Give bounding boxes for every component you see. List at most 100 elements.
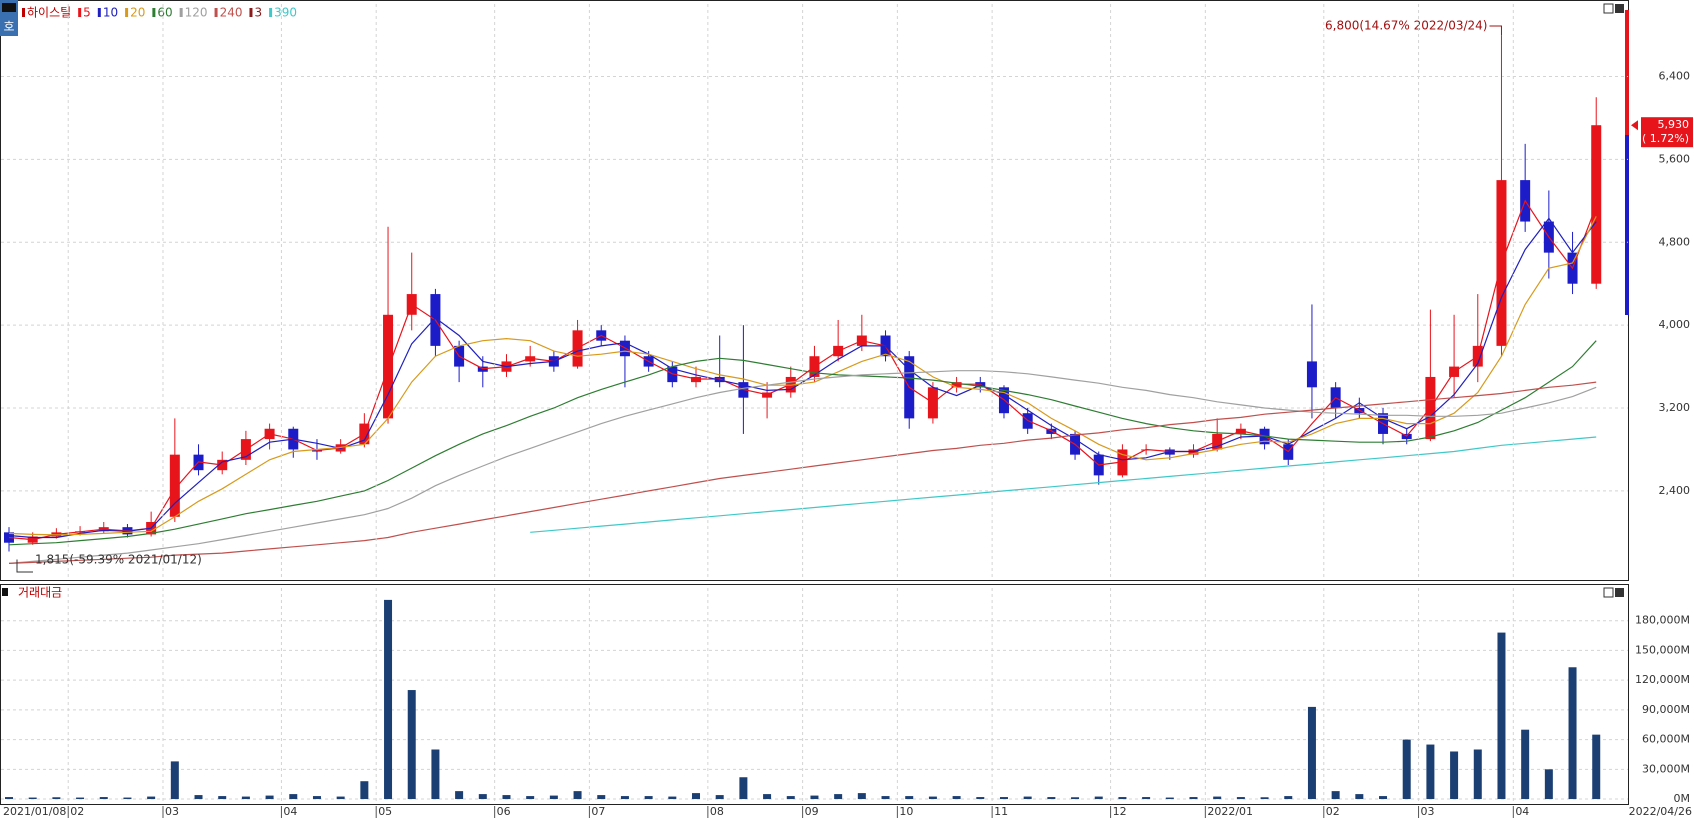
volume-bar xyxy=(289,794,298,800)
volume-bar xyxy=(52,797,61,800)
volume-bar xyxy=(431,749,440,800)
last-change: ( 1.72%) xyxy=(1642,132,1689,145)
legend-swatch xyxy=(152,8,156,17)
x-tick-label: 02 xyxy=(1326,805,1340,818)
x-tick-label: 02 xyxy=(70,805,84,818)
ma-line xyxy=(8,199,1597,541)
panel-button[interactable] xyxy=(1603,3,1614,14)
y-tick-label: 5,600 xyxy=(1659,152,1691,165)
volume-bar xyxy=(1355,794,1364,800)
legend-label: 10 xyxy=(103,6,118,20)
volume-bar xyxy=(786,796,795,800)
volume-bar xyxy=(1189,797,1198,800)
volume-bar xyxy=(620,796,629,800)
volume-bar xyxy=(739,777,748,800)
y-tick-label: 90,000M xyxy=(1642,703,1690,716)
legend-label: 5 xyxy=(83,6,91,20)
x-end-label: 2022/04/26 xyxy=(1629,805,1692,818)
x-tick-label: 11 xyxy=(994,805,1008,818)
volume-bar xyxy=(692,793,701,800)
legend-swatch xyxy=(78,8,82,17)
volume-bar xyxy=(265,795,274,800)
candle-body xyxy=(169,454,180,517)
range-indicator xyxy=(1625,10,1629,135)
y-tick-label: 180,000M xyxy=(1635,614,1690,627)
volume-bar xyxy=(1307,706,1316,800)
volume-bar xyxy=(1450,751,1459,800)
volume-bar xyxy=(834,794,843,800)
y-tick-label: 120,000M xyxy=(1635,673,1690,686)
volume-bar xyxy=(455,791,464,800)
max-annotation: 6,800(14.67% 2022/03/24) xyxy=(1325,19,1487,33)
legend-swatch xyxy=(179,8,183,17)
x-tick-label: 12 xyxy=(1113,805,1127,818)
ma-line xyxy=(8,370,1597,564)
panel-button[interactable] xyxy=(1615,4,1624,13)
x-tick-label: 06 xyxy=(497,805,511,818)
volume-bar xyxy=(1426,744,1435,800)
y-tick-label: 0M xyxy=(1674,792,1691,805)
min-annotation: 1,815(-59.39% 2021/01/12) xyxy=(35,553,202,567)
icon xyxy=(2,3,16,12)
volume-bar xyxy=(312,796,321,800)
volume-bar xyxy=(1568,667,1577,800)
volume-bar xyxy=(1284,796,1293,800)
legend-swatch xyxy=(214,8,218,17)
x-tick-label: 04 xyxy=(1515,805,1529,818)
volume-bar xyxy=(597,795,606,800)
volume-bar xyxy=(1023,796,1032,800)
volume-bar xyxy=(384,599,393,800)
volume-bar xyxy=(644,796,653,800)
x-tick-label: 08 xyxy=(710,805,724,818)
volume-bar xyxy=(1071,797,1080,800)
volume-bar xyxy=(1213,796,1222,800)
volume-bar xyxy=(99,797,108,800)
volume-bar xyxy=(952,796,961,800)
y-tick-label: 150,000M xyxy=(1635,643,1690,656)
x-tick-label: 04 xyxy=(283,805,297,818)
price-panel xyxy=(0,0,1629,581)
volume-bar xyxy=(218,796,227,800)
ma-line xyxy=(530,436,1597,533)
volume-bar xyxy=(76,797,85,800)
volume-bar xyxy=(881,796,890,800)
volume-bar xyxy=(1402,739,1411,800)
volume-bar xyxy=(360,781,369,800)
x-tick-label: 10 xyxy=(899,805,913,818)
volume-bar xyxy=(502,795,511,800)
legend-label: 390 xyxy=(274,6,297,20)
x-tick-label: 03 xyxy=(1421,805,1435,818)
candle-body xyxy=(383,314,394,419)
badge: 호 xyxy=(3,20,14,34)
icon xyxy=(2,588,8,596)
volume-bar xyxy=(336,796,345,800)
volume-bar xyxy=(1142,797,1151,800)
panel-button[interactable] xyxy=(1615,588,1624,597)
panel-button[interactable] xyxy=(1603,587,1614,598)
candle-body xyxy=(1306,361,1317,388)
legend-swatch xyxy=(125,8,129,17)
volume-bar xyxy=(573,791,582,800)
volume-bar xyxy=(668,796,677,800)
y-tick-label: 4,800 xyxy=(1659,235,1691,248)
y-tick-label: 6,400 xyxy=(1659,70,1691,83)
annotation-line xyxy=(1489,25,1502,36)
volume-bar xyxy=(1521,729,1530,800)
volume-bar xyxy=(928,796,937,800)
volume-bar xyxy=(1094,796,1103,800)
annotation-line xyxy=(16,559,33,573)
volume-bar xyxy=(147,796,156,800)
last-price: 5,930 xyxy=(1658,118,1690,131)
legend-label: 3 xyxy=(254,6,262,20)
volume-bar xyxy=(1592,734,1601,800)
legend-label: 20 xyxy=(130,6,145,20)
volume-bar xyxy=(810,795,819,800)
x-tick-label: 05 xyxy=(378,805,392,818)
volume-bar xyxy=(1497,632,1506,800)
volume-bar xyxy=(1236,797,1245,800)
x-tick-label: 2021/01/08 xyxy=(3,805,66,818)
volume-bar xyxy=(123,797,132,800)
x-tick-label: 03 xyxy=(165,805,179,818)
y-tick-label: 3,200 xyxy=(1659,401,1691,414)
